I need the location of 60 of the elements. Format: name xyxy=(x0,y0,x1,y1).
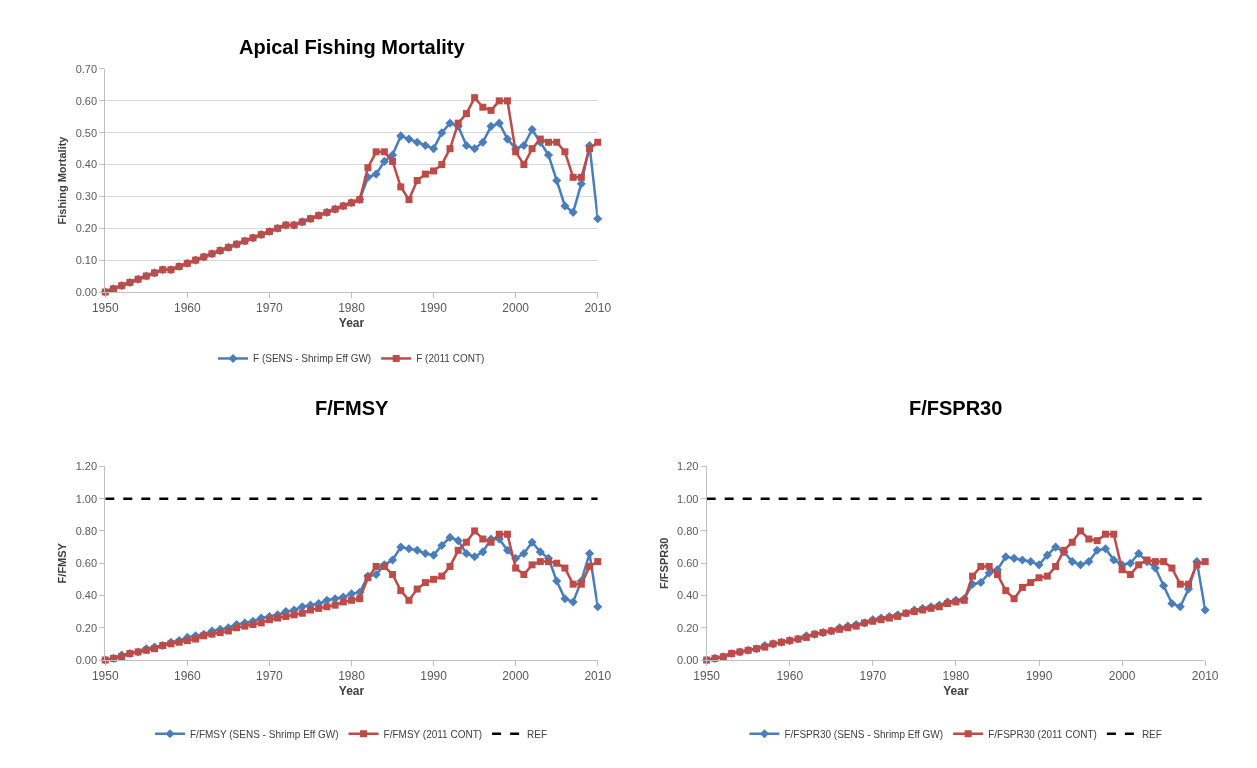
legend-label: F (2011 CONT) xyxy=(416,353,485,365)
x-tick-label: 2000 xyxy=(502,301,530,316)
x-tick-label: 2010 xyxy=(1191,669,1219,684)
x-tick-label: 1950 xyxy=(91,301,119,316)
y-tick-label: 0.70 xyxy=(75,62,98,75)
x-tick-label: 1970 xyxy=(859,669,887,684)
y-tick-label: 0.00 xyxy=(75,285,98,298)
x-tick-label: 2010 xyxy=(584,301,612,316)
y-tick-label: 1.00 xyxy=(75,492,98,505)
x-tick-label: 1980 xyxy=(942,669,970,684)
y-axis-title: Fishing Mortality xyxy=(56,135,69,225)
x-tick-label: 1950 xyxy=(91,669,119,684)
x-tick-label: 1990 xyxy=(1025,669,1053,684)
x-tick-label: 1970 xyxy=(256,301,284,316)
y-tick-label: 1.20 xyxy=(677,460,699,473)
x-tick-label: 1980 xyxy=(338,301,366,316)
y-tick-label: 0.80 xyxy=(75,524,98,537)
chart-title: F/FSPR30 xyxy=(909,397,1003,419)
y-tick-label: 1.00 xyxy=(677,492,699,505)
x-tick-label: 2010 xyxy=(584,669,612,684)
y-tick-label: 0.00 xyxy=(677,653,699,666)
x-tick-label: 1960 xyxy=(776,669,804,684)
y-tick-label: 0.20 xyxy=(75,621,98,634)
legend-label: REF xyxy=(1141,728,1162,740)
x-tick-label: 2000 xyxy=(502,669,530,684)
legend-label: F (SENS - Shrimp Eff GW) xyxy=(253,353,372,365)
legend-label: F/FMSY (SENS - Shrimp Eff GW) xyxy=(190,728,339,740)
x-axis-title: Year xyxy=(338,684,365,699)
x-tick-label: 1990 xyxy=(420,301,448,316)
y-axis-title: F/FMSY xyxy=(56,542,69,584)
x-tick-label: 1950 xyxy=(693,669,721,684)
y-tick-label: 0.20 xyxy=(677,621,699,634)
x-tick-label: 1960 xyxy=(174,301,202,316)
chart-title: F/FMSY xyxy=(315,397,389,419)
y-tick-label: 0.50 xyxy=(75,126,98,139)
y-tick-label: 0.40 xyxy=(75,158,98,171)
x-axis-title: Year xyxy=(943,684,969,699)
legend-label: F/FSPR30 (SENS - Shrimp Eff GW) xyxy=(784,728,944,740)
x-tick-label: 1980 xyxy=(338,669,366,684)
legend-label: F/FMSY (2011 CONT) xyxy=(383,728,483,740)
y-tick-label: 0.40 xyxy=(75,589,98,602)
x-axis-title: Year xyxy=(338,316,365,331)
y-axis-title: F/FSPR30 xyxy=(657,537,670,589)
y-tick-label: 0.00 xyxy=(75,653,98,666)
legend-label: F/FSPR30 (2011 CONT) xyxy=(988,728,1097,740)
y-tick-label: 0.40 xyxy=(677,589,699,602)
y-tick-label: 0.80 xyxy=(677,524,699,537)
x-tick-label: 1960 xyxy=(174,669,202,684)
x-tick-label: 1970 xyxy=(256,669,284,684)
y-tick-label: 0.20 xyxy=(75,222,98,235)
y-tick-label: 1.20 xyxy=(75,460,98,473)
y-tick-label: 0.60 xyxy=(75,557,98,570)
chart-title: Apical Fishing Mortality xyxy=(239,36,466,58)
y-tick-label: 0.10 xyxy=(75,253,98,266)
y-tick-label: 0.60 xyxy=(677,557,699,570)
y-tick-label: 0.30 xyxy=(75,190,98,203)
legend-label: REF xyxy=(527,728,548,740)
x-tick-label: 2000 xyxy=(1108,669,1136,684)
x-tick-label: 1990 xyxy=(420,669,448,684)
y-tick-label: 0.60 xyxy=(75,94,98,107)
